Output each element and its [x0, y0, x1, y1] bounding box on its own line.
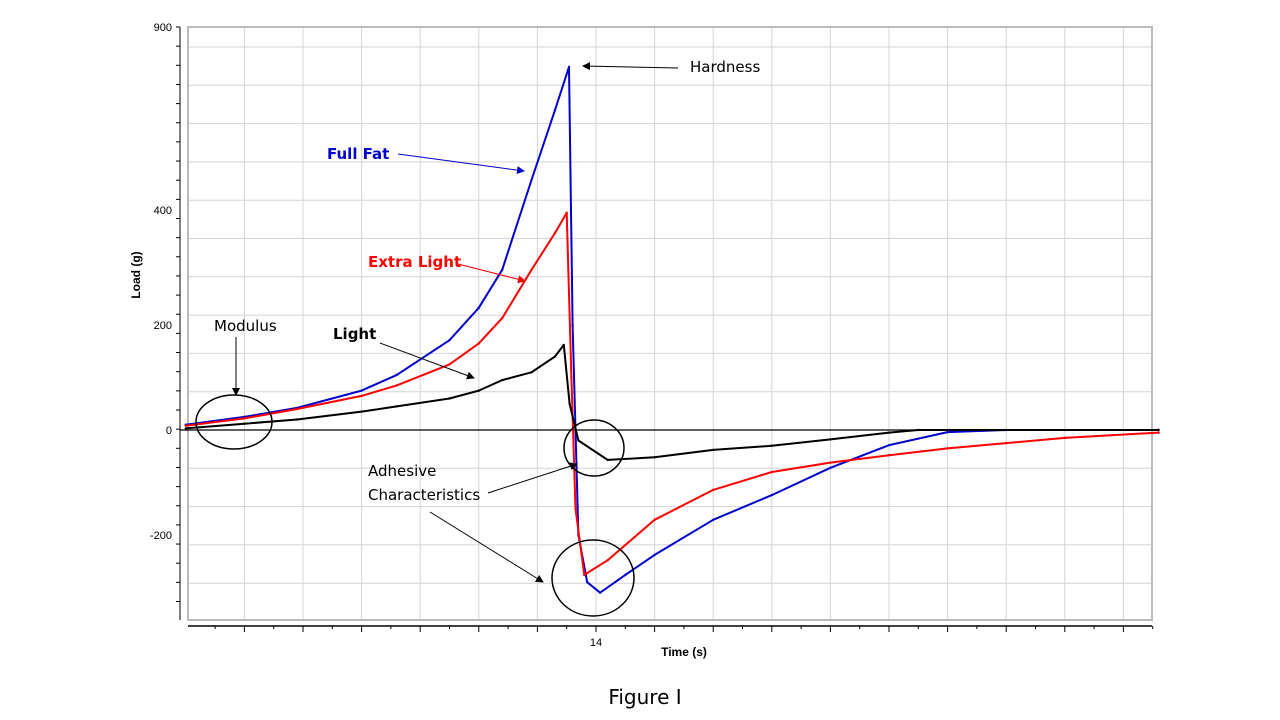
- y-tick-label: 400: [154, 205, 172, 217]
- series-full-fat-point: [360, 389, 363, 392]
- figure-caption: Figure I: [608, 685, 681, 709]
- adhesive-circle-full: [551, 539, 635, 617]
- series-extra-light-point: [184, 424, 187, 427]
- series-extra-light-point: [770, 470, 773, 474]
- grid: [188, 27, 1152, 620]
- x-tick-label: 14: [590, 637, 602, 649]
- y-axis-label: Load (g): [129, 251, 143, 298]
- series-extra-light-point: [583, 573, 586, 577]
- series-extra-light-point: [295, 407, 299, 411]
- series-full-fat-point: [887, 444, 891, 447]
- hardness-arrow: [582, 62, 679, 71]
- series-extra-light-point: [946, 447, 949, 450]
- series-light-point: [829, 438, 832, 441]
- y-tick-label: 0: [166, 425, 172, 437]
- series-full-fat-point: [653, 553, 656, 557]
- series-light-point: [501, 378, 504, 382]
- hardness-label: Hardness: [690, 58, 760, 76]
- light-arrow: [379, 342, 475, 380]
- light-label: Light: [333, 325, 376, 343]
- series-full-fat-point: [712, 518, 715, 521]
- series-group: [184, 65, 1160, 594]
- modulus-circle: [195, 394, 273, 450]
- series-full-fat-point: [770, 493, 773, 497]
- extra-light-arrow: [457, 263, 526, 284]
- series-light-point: [530, 371, 533, 374]
- full-fat-label: Full Fat: [327, 145, 389, 163]
- series-extra-light-point: [1063, 436, 1067, 440]
- series-light-point: [577, 439, 580, 442]
- series-extra-light-point: [829, 461, 832, 464]
- series-light-point: [770, 444, 773, 447]
- series-light-point: [184, 427, 187, 430]
- series-light-point: [568, 402, 571, 405]
- series-extra-light-point: [501, 316, 504, 320]
- y-tick-label: -200: [150, 530, 172, 542]
- series-extra-light-point: [530, 268, 533, 271]
- series-full-fat-point: [553, 108, 557, 112]
- plot-frame: [187, 26, 1153, 621]
- series-extra-light-point: [477, 342, 480, 345]
- series-light-point: [395, 405, 398, 408]
- series-light-point: [243, 422, 246, 425]
- series-full-fat-point: [571, 323, 574, 327]
- full-fat-arrow: [397, 153, 525, 175]
- axis-ticks: [176, 26, 1154, 632]
- series-light-point: [653, 456, 656, 459]
- extra-light-label: Extra Light: [368, 253, 461, 271]
- series-full-fat-point: [567, 65, 571, 69]
- series-extra-light-point: [606, 558, 609, 562]
- series-full-fat-point: [624, 573, 627, 577]
- x-tick-labels: 14: [590, 637, 602, 649]
- series-extra-light-line: [185, 211, 1159, 576]
- modulus-label: Modulus: [214, 317, 277, 335]
- series-full-fat-point: [586, 581, 589, 584]
- series-light-point: [606, 458, 609, 462]
- adhesive-arrow-1: [487, 462, 578, 494]
- series-full-fat-point: [530, 178, 533, 182]
- series-light-point: [562, 343, 565, 347]
- series-light-point: [712, 448, 715, 452]
- y-tick-label: 900: [154, 22, 172, 34]
- adhesive-label-line1: Adhesive: [368, 462, 436, 480]
- adhesive-arrow-2: [429, 511, 544, 583]
- series-full-fat-point: [946, 430, 949, 434]
- series-extra-light-point: [712, 488, 715, 492]
- x-axis-label: Time (s): [661, 645, 707, 659]
- series-extra-light-point: [570, 376, 573, 379]
- series-light-point: [477, 389, 480, 392]
- series-full-fat-point: [501, 268, 504, 271]
- series-light-point: [1157, 428, 1160, 432]
- series-extra-light-point: [565, 211, 568, 215]
- series-extra-light-point: [653, 518, 656, 521]
- series-extra-light-point: [243, 417, 246, 420]
- series-light-point: [917, 428, 920, 432]
- series-light-point: [295, 418, 299, 421]
- series-extra-light-point: [395, 384, 398, 387]
- series-full-fat-point: [829, 466, 832, 469]
- series-full-fat-point: [598, 591, 602, 594]
- series-extra-light-point: [1157, 431, 1160, 434]
- series-full-fat-point: [395, 373, 398, 377]
- y-tick-labels: 900 400 200 0 -200: [150, 22, 172, 542]
- series-light-point: [553, 355, 557, 358]
- series-light-point: [360, 410, 363, 413]
- series-light-point: [448, 397, 451, 400]
- series-extra-light-point: [448, 363, 451, 366]
- adhesive-label-line2: Characteristics: [368, 486, 480, 504]
- series-full-fat-point: [448, 339, 451, 342]
- series-extra-light-point: [360, 394, 363, 398]
- series-extra-light-point: [887, 454, 891, 457]
- series-light-point: [887, 431, 891, 434]
- y-tick-label: 200: [154, 320, 172, 332]
- series-extra-light-point: [574, 507, 577, 510]
- adhesive-circle-light: [563, 419, 625, 477]
- series-extra-light-point: [1005, 441, 1008, 445]
- series-full-fat-point: [477, 306, 480, 309]
- series-extra-light-point: [553, 231, 557, 235]
